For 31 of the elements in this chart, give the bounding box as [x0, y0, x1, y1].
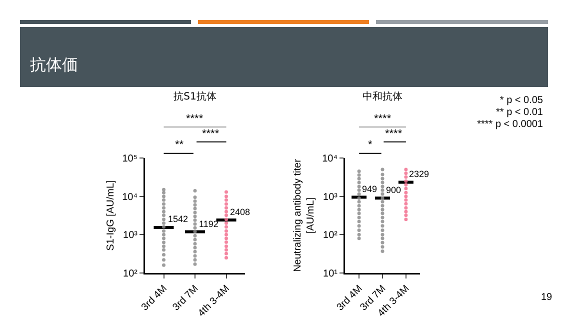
text: ****	[202, 128, 220, 140]
y-tick-label: 10²	[323, 230, 338, 242]
ref-line-label: 1542	[168, 214, 188, 224]
x-tick-label: 3rd 7M	[170, 283, 201, 314]
text: **	[175, 139, 184, 151]
text: * p < 0.05	[500, 95, 543, 106]
y-tick-label: 10⁵	[122, 154, 138, 164]
y-tick-label: 10³	[123, 230, 138, 242]
x-tick-label: 3rd 4M	[140, 283, 170, 314]
ref-line-label: 949	[362, 184, 378, 194]
y-axis-title: Neutralizing antibody titer [AU/mL]	[292, 158, 316, 272]
text: ** p < 0.01	[496, 107, 543, 118]
y-tick-label: 10³	[323, 192, 338, 203]
y-tick-label: 10²	[123, 268, 138, 280]
text: ****	[385, 128, 403, 140]
text: **** p < 0.0001	[477, 119, 543, 130]
y-tick-label: 10⁴	[122, 192, 138, 203]
y-axis-title: S1-IgG [AU/mL]	[105, 180, 116, 251]
text: ****	[186, 113, 204, 125]
text: 抗体価	[30, 55, 78, 76]
ref-line-label: 2408	[230, 207, 250, 217]
ref-line-label: 1192	[199, 219, 218, 229]
chart-title: 中和抗体	[362, 90, 402, 103]
chart-title: 抗S1抗体	[174, 90, 216, 103]
y-tick-label: 10⁴	[322, 154, 338, 164]
text: *	[368, 139, 373, 151]
y-tick-label: 10¹	[323, 268, 338, 280]
ref-line-label: 2329	[409, 169, 430, 179]
text: 19	[541, 292, 552, 303]
ref-line-label: 900	[386, 185, 402, 195]
text: ****	[374, 113, 392, 125]
